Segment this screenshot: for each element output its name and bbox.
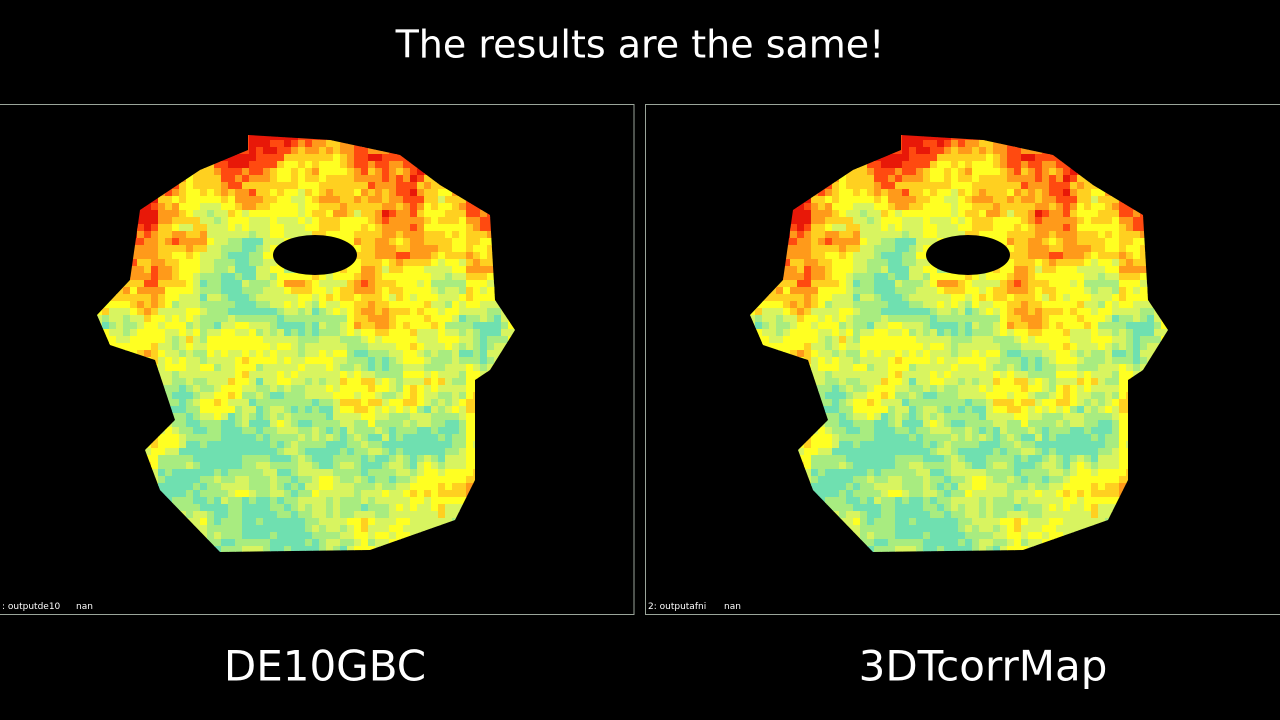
panel-caption: DE10GBC: [224, 642, 426, 691]
overlay-value: nan: [724, 602, 741, 612]
slide-title: The results are the same!: [395, 23, 885, 67]
panel-caption: 3DTcorrMap: [859, 642, 1108, 691]
overlay-label: : outputde10: [2, 602, 61, 612]
overlay-label: 2: outputafni: [648, 602, 706, 612]
overlay-value: nan: [76, 602, 93, 612]
